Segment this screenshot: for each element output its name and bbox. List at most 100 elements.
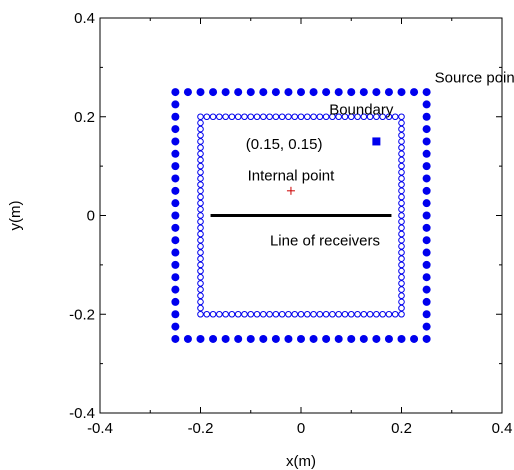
boundary-point — [398, 243, 405, 250]
boundary-point — [398, 280, 405, 287]
source-point — [259, 334, 268, 343]
y-tick-label: 0.4 — [74, 10, 95, 27]
boundary-point — [398, 119, 405, 127]
source-point — [422, 334, 431, 343]
boundary-point — [260, 113, 267, 121]
source-point — [284, 334, 293, 343]
source-point — [196, 88, 205, 97]
source-point — [171, 125, 180, 134]
y-axis-label: y(m) — [7, 201, 24, 231]
source-point — [171, 149, 180, 158]
boundary-point — [216, 310, 223, 318]
boundary-point — [234, 113, 242, 121]
boundary-point — [272, 113, 280, 121]
boundary-point — [234, 310, 242, 318]
source-point — [171, 285, 180, 294]
boundary-point — [197, 150, 204, 158]
boundary-point — [316, 310, 324, 318]
source-point — [297, 88, 305, 97]
boundary-point — [379, 113, 386, 121]
y-tick-label: 0.2 — [74, 109, 95, 126]
y-tick-label: 0 — [87, 208, 95, 225]
source-point — [372, 88, 381, 97]
boundary-point — [197, 131, 204, 139]
source-point — [422, 199, 431, 208]
boundary-point — [329, 113, 336, 121]
boundary-point — [385, 113, 393, 121]
source-point — [171, 223, 180, 232]
boundary-point — [209, 310, 217, 318]
boundary-point — [203, 310, 211, 318]
boundary-point — [341, 113, 349, 121]
source-point — [359, 334, 368, 343]
boundary-point — [197, 206, 204, 213]
boundary-point — [398, 286, 405, 293]
boundary-point — [398, 150, 405, 158]
source-point — [171, 248, 180, 257]
boundary-point — [297, 113, 305, 121]
source-point — [372, 334, 381, 343]
boundary-point — [398, 187, 405, 195]
x-tick-label: -0.2 — [188, 420, 214, 437]
boundary-point — [398, 224, 405, 232]
source-point — [171, 88, 180, 97]
boundary-point — [360, 310, 368, 318]
boundary-point — [291, 113, 299, 121]
source-point — [284, 88, 293, 97]
boundary-point — [197, 273, 204, 281]
source-point — [209, 334, 218, 343]
boundary-point — [197, 218, 204, 225]
boundary-point — [203, 113, 211, 121]
boundary-point — [366, 113, 374, 121]
boundary-point — [222, 113, 229, 121]
boundary-point — [379, 310, 386, 318]
boundary-point — [197, 304, 204, 312]
boundary-point — [398, 162, 405, 170]
boundary-point — [222, 310, 229, 318]
boundary-point — [347, 113, 355, 121]
boundary-point — [329, 310, 336, 318]
boundary-point — [266, 113, 273, 121]
boundary-point — [360, 113, 368, 121]
boundary-point — [197, 230, 204, 238]
boundary-point — [228, 113, 236, 121]
source-point — [171, 137, 180, 146]
source-point — [397, 88, 406, 97]
boundary-point — [241, 113, 248, 121]
source-point — [246, 334, 255, 343]
source-point — [422, 223, 431, 232]
source-point — [171, 162, 180, 171]
source-point — [171, 211, 180, 220]
source-point — [183, 88, 192, 97]
boundary-point — [241, 310, 248, 318]
source-point — [171, 297, 180, 306]
source-point — [171, 322, 180, 331]
boundary-point — [398, 206, 405, 213]
boundary-point — [197, 168, 204, 176]
boundary-point — [398, 113, 405, 121]
source-point — [422, 285, 431, 294]
boundary-point — [398, 138, 405, 145]
source-point — [410, 334, 419, 343]
x-tick-label: -0.4 — [87, 420, 113, 437]
source-point — [234, 88, 243, 97]
boundary-point — [335, 113, 342, 121]
boundary-point — [260, 310, 267, 318]
corner-point-marker — [372, 137, 381, 146]
boundary-point — [197, 119, 204, 127]
source-point — [422, 174, 431, 183]
source-point — [347, 88, 356, 97]
boundary-point — [303, 113, 311, 121]
source-point — [171, 174, 180, 183]
source-point — [171, 112, 180, 121]
boundary-point — [266, 310, 273, 318]
boundary-point — [197, 175, 204, 182]
source-point — [410, 88, 419, 97]
boundary-point — [335, 310, 342, 318]
boundary-point — [197, 193, 204, 201]
source-point — [422, 211, 431, 220]
source-point — [422, 322, 431, 331]
source-point — [196, 334, 205, 343]
boundary-point — [197, 113, 204, 121]
boundary-point — [398, 212, 405, 219]
